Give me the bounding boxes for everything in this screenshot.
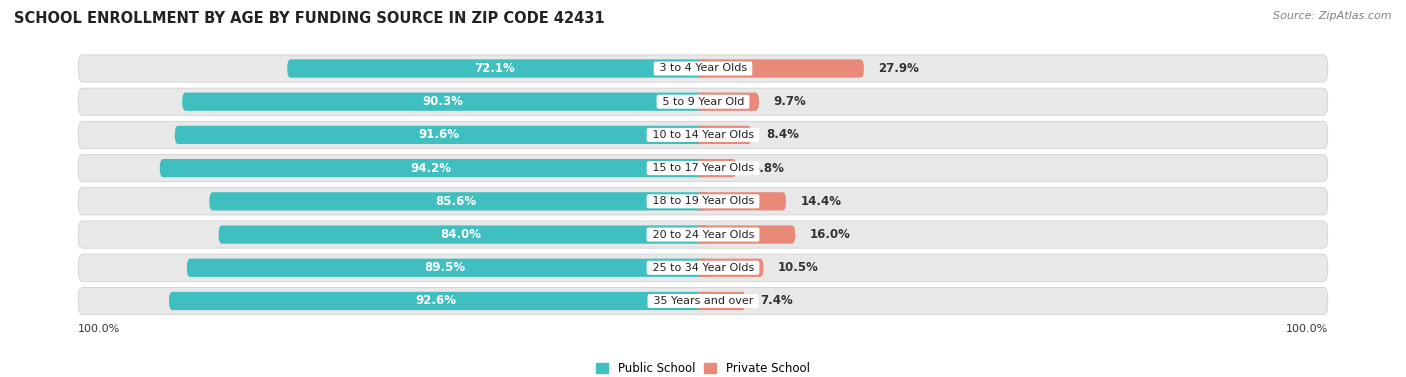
- Text: Source: ZipAtlas.com: Source: ZipAtlas.com: [1274, 11, 1392, 21]
- Text: 100.0%: 100.0%: [79, 323, 121, 334]
- Text: 27.9%: 27.9%: [879, 62, 920, 75]
- FancyBboxPatch shape: [79, 55, 1327, 82]
- Text: 20 to 24 Year Olds: 20 to 24 Year Olds: [648, 230, 758, 239]
- Text: 3 to 4 Year Olds: 3 to 4 Year Olds: [655, 63, 751, 74]
- FancyBboxPatch shape: [79, 188, 1327, 215]
- Text: 5 to 9 Year Old: 5 to 9 Year Old: [658, 97, 748, 107]
- Text: 16.0%: 16.0%: [810, 228, 851, 241]
- Text: 89.5%: 89.5%: [425, 261, 465, 274]
- FancyBboxPatch shape: [697, 259, 763, 277]
- FancyBboxPatch shape: [287, 59, 709, 78]
- FancyBboxPatch shape: [79, 221, 1327, 248]
- FancyBboxPatch shape: [174, 126, 709, 144]
- FancyBboxPatch shape: [697, 159, 737, 177]
- Text: 7.4%: 7.4%: [761, 294, 793, 308]
- FancyBboxPatch shape: [697, 192, 786, 210]
- Text: 8.4%: 8.4%: [766, 129, 799, 141]
- Text: 84.0%: 84.0%: [440, 228, 481, 241]
- FancyBboxPatch shape: [79, 121, 1327, 149]
- FancyBboxPatch shape: [697, 93, 759, 111]
- Text: 14.4%: 14.4%: [800, 195, 841, 208]
- FancyBboxPatch shape: [697, 59, 863, 78]
- FancyBboxPatch shape: [160, 159, 709, 177]
- Text: 92.6%: 92.6%: [416, 294, 457, 308]
- Text: 5.8%: 5.8%: [751, 162, 783, 175]
- FancyBboxPatch shape: [697, 225, 796, 244]
- Text: 18 to 19 Year Olds: 18 to 19 Year Olds: [648, 196, 758, 206]
- Text: 10 to 14 Year Olds: 10 to 14 Year Olds: [648, 130, 758, 140]
- Text: SCHOOL ENROLLMENT BY AGE BY FUNDING SOURCE IN ZIP CODE 42431: SCHOOL ENROLLMENT BY AGE BY FUNDING SOUR…: [14, 11, 605, 26]
- FancyBboxPatch shape: [79, 287, 1327, 314]
- FancyBboxPatch shape: [79, 254, 1327, 281]
- FancyBboxPatch shape: [79, 88, 1327, 115]
- FancyBboxPatch shape: [169, 292, 709, 310]
- FancyBboxPatch shape: [187, 259, 709, 277]
- Text: 35 Years and over: 35 Years and over: [650, 296, 756, 306]
- Text: 72.1%: 72.1%: [475, 62, 516, 75]
- Legend: Public School, Private School: Public School, Private School: [592, 357, 814, 377]
- FancyBboxPatch shape: [697, 126, 751, 144]
- Text: 90.3%: 90.3%: [422, 95, 463, 108]
- FancyBboxPatch shape: [183, 93, 709, 111]
- Text: 85.6%: 85.6%: [436, 195, 477, 208]
- FancyBboxPatch shape: [79, 155, 1327, 182]
- Text: 100.0%: 100.0%: [1285, 323, 1327, 334]
- Text: 91.6%: 91.6%: [419, 129, 460, 141]
- FancyBboxPatch shape: [218, 225, 709, 244]
- Text: 10.5%: 10.5%: [778, 261, 818, 274]
- Text: 15 to 17 Year Olds: 15 to 17 Year Olds: [648, 163, 758, 173]
- FancyBboxPatch shape: [697, 292, 745, 310]
- Text: 25 to 34 Year Olds: 25 to 34 Year Olds: [648, 263, 758, 273]
- Text: 94.2%: 94.2%: [411, 162, 451, 175]
- FancyBboxPatch shape: [209, 192, 709, 210]
- Text: 9.7%: 9.7%: [773, 95, 806, 108]
